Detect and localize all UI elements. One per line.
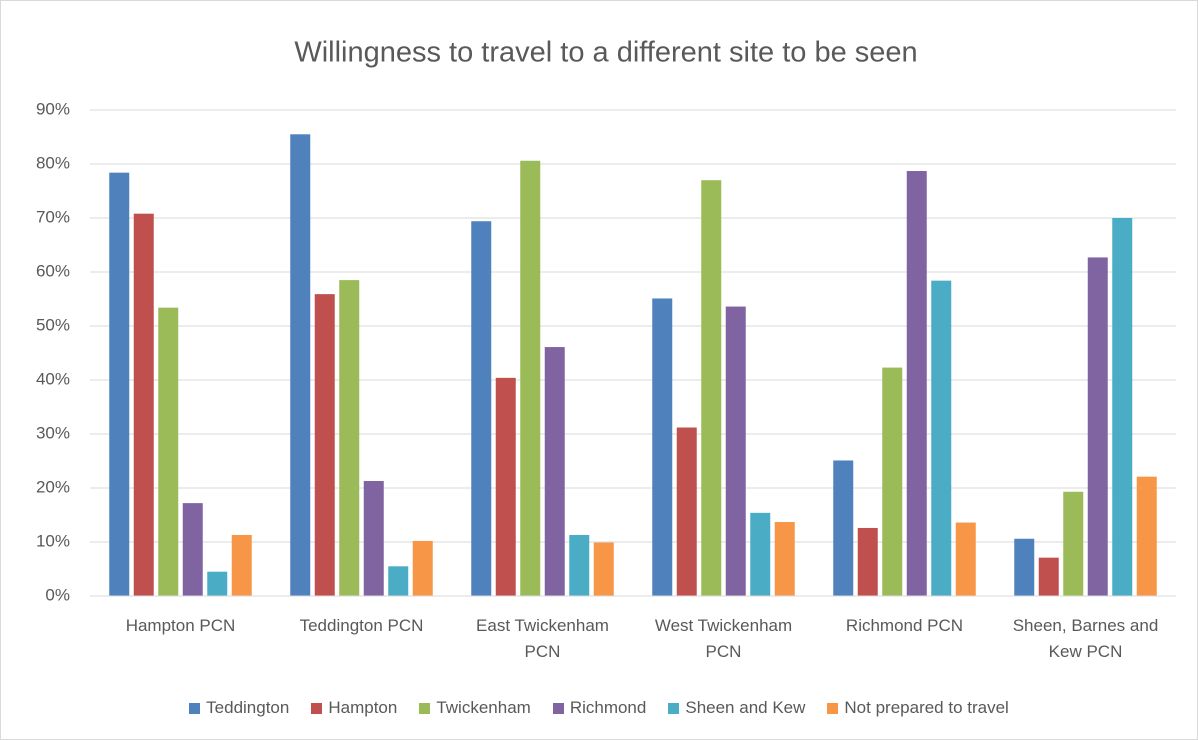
legend-label: Hampton (328, 698, 398, 717)
bar (109, 172, 130, 596)
bar (544, 347, 565, 596)
x-tick-label: Sheen, Barnes and Kew PCN (1012, 616, 1159, 661)
bar (725, 306, 746, 596)
bar (882, 367, 903, 596)
bar (182, 503, 203, 596)
legend-item: Sheen and Kew (668, 698, 805, 718)
bar (207, 571, 228, 596)
bar (363, 480, 384, 596)
bar (774, 522, 795, 596)
bar (593, 542, 614, 596)
y-tick-label: 60% (36, 261, 70, 280)
legend-item: Hampton (311, 698, 397, 718)
bar (906, 171, 927, 596)
bar (520, 160, 541, 596)
x-tick-label: Richmond PCN (845, 616, 964, 635)
y-tick-label: 40% (36, 369, 70, 388)
x-tick-label: East Twickenham PCN (476, 616, 609, 661)
legend: Teddington Hampton Twickenham Richmond Sheen… (0, 698, 1198, 718)
legend-label: Teddington (206, 698, 290, 717)
bar (833, 460, 854, 596)
bar (388, 566, 409, 596)
bar (652, 298, 673, 596)
y-tick-label: 20% (36, 477, 70, 496)
bar (290, 134, 311, 597)
y-tick-label: 80% (36, 153, 70, 172)
bar (701, 180, 722, 596)
y-tick-label: 30% (36, 423, 70, 442)
legend-label: Richmond (569, 698, 647, 717)
bar (1112, 218, 1133, 596)
legend-label: Sheen and Kew (685, 698, 806, 717)
legend-swatch (311, 702, 323, 714)
bar (133, 213, 154, 596)
x-tick-label: Hampton PCN (125, 616, 236, 635)
bar (1014, 538, 1035, 596)
y-tick-label: 50% (36, 315, 70, 334)
legend-item: Not prepared to travel (827, 698, 1009, 718)
legend-item: Twickenham (419, 698, 531, 718)
bar (857, 527, 878, 596)
bar (1063, 491, 1084, 596)
bar (569, 534, 590, 596)
legend-label: Twickenham (436, 698, 531, 717)
x-tick-label: West Twickenham PCN (654, 616, 793, 661)
bar (495, 377, 516, 596)
bar (1087, 257, 1108, 596)
y-tick-label: 70% (36, 207, 70, 226)
y-tick-label: 90% (36, 99, 70, 118)
legend-item: Richmond (552, 698, 647, 718)
bar (158, 307, 179, 596)
bar (1136, 476, 1157, 596)
bar (314, 294, 335, 596)
legend-swatch (419, 702, 431, 714)
bar (1038, 557, 1059, 596)
bar (676, 427, 697, 596)
bar (231, 534, 252, 596)
legend-label: Not prepared to travel (844, 698, 1009, 717)
x-tick-label: Teddington PCN (299, 616, 424, 635)
bar (339, 280, 360, 596)
bar (955, 522, 976, 596)
y-tick-label: 10% (36, 531, 70, 550)
y-tick-label: 0% (45, 585, 70, 604)
legend-swatch (189, 702, 201, 714)
bar (750, 512, 771, 596)
legend-swatch (827, 702, 839, 714)
bar (931, 280, 952, 596)
chart-title: Willingness to travel to a different sit… (294, 37, 917, 69)
legend-swatch (552, 702, 564, 714)
bar (412, 540, 433, 596)
legend-item: Teddington (189, 698, 289, 718)
legend-swatch (668, 702, 680, 714)
bar (471, 221, 492, 597)
